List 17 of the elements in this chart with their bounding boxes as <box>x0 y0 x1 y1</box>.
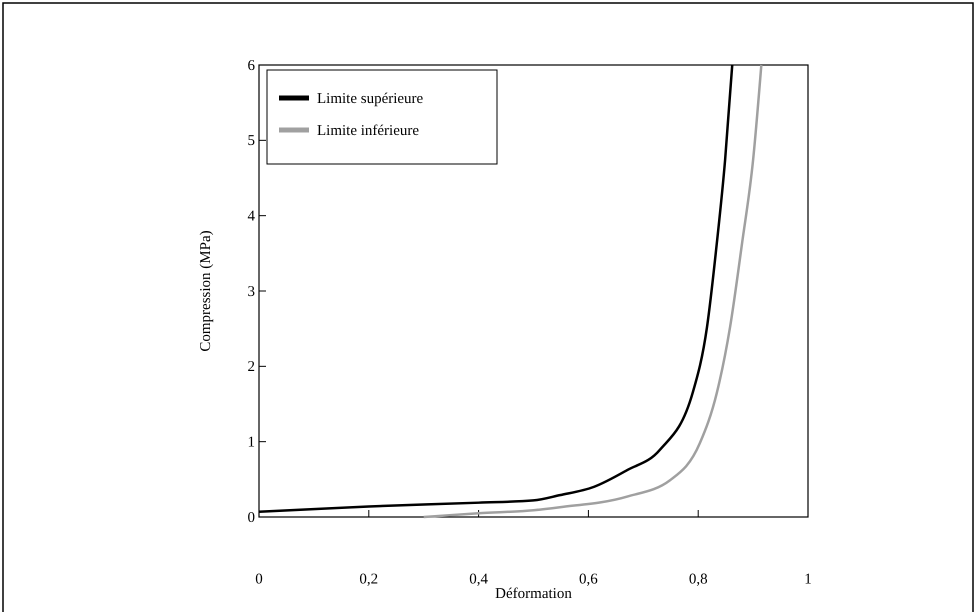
line-series <box>422 64 763 518</box>
x-axis-title: Déformation <box>495 586 572 602</box>
y-tick-label: 1 <box>248 434 255 450</box>
y-tick-label: 3 <box>248 284 255 300</box>
y-tick-label: 5 <box>248 133 255 150</box>
y-tick-label: 0 <box>248 510 255 526</box>
legend-label: Limite inférieure <box>317 123 420 139</box>
y-tick-label: 6 <box>248 58 256 74</box>
x-tick-label: 0,2 <box>359 572 378 588</box>
x-tick-label: 1 <box>804 572 812 588</box>
x-tick-label: 0,8 <box>688 572 708 588</box>
legend-label: Limite supérieure <box>317 91 424 107</box>
x-tick-label: 0,6 <box>579 572 598 588</box>
y-tick-label: 2 <box>248 359 255 376</box>
y-tick-label: 4 <box>248 208 256 224</box>
x-tick-label: 0,4 <box>469 572 488 588</box>
y-axis-title: Compression (MPa) <box>198 230 214 352</box>
